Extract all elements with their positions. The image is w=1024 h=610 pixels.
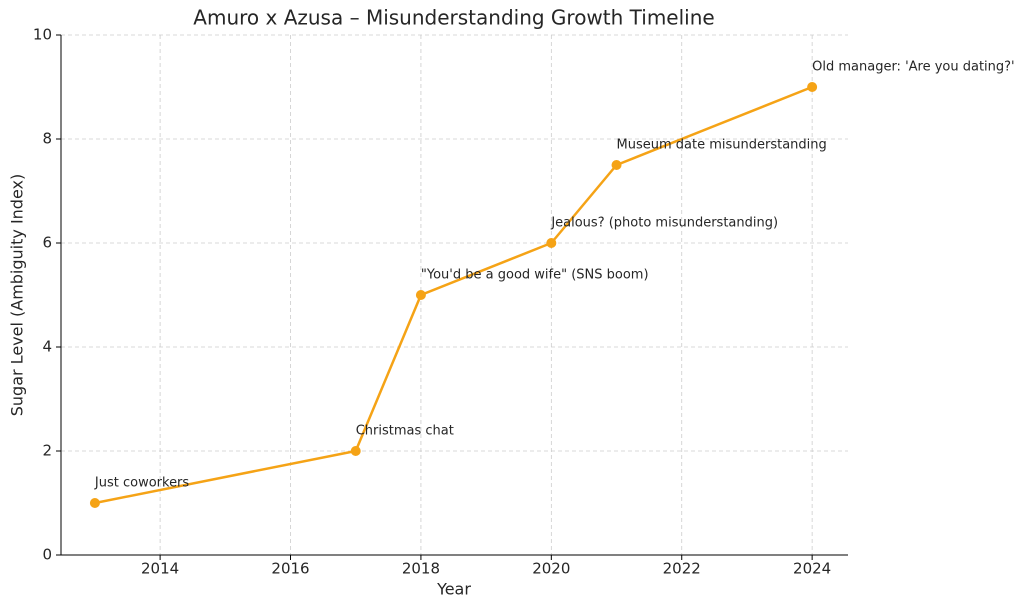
- x-tick-label: 2022: [663, 560, 701, 578]
- x-tick-label: 2024: [793, 560, 831, 578]
- data-point: [89, 498, 100, 508]
- grid: [61, 34, 848, 556]
- series-line: [94, 85, 813, 505]
- annotation: "You'd be a good wife" (SNS boom): [421, 268, 649, 283]
- chart-title: Amuro x Azusa – Misunderstanding Growth …: [193, 6, 714, 30]
- data-point: [611, 160, 622, 170]
- data-point: [350, 446, 361, 456]
- annotation: Just coworkers: [94, 476, 190, 491]
- y-tick-label: 8: [42, 130, 52, 148]
- y-tick-label: 4: [42, 338, 52, 356]
- annotation: Museum date misunderstanding: [617, 138, 827, 153]
- x-tick-label: 2014: [141, 560, 179, 578]
- y-tick-label: 6: [42, 234, 52, 252]
- y-tick-label: 10: [33, 26, 52, 44]
- y-tick-label: 2: [42, 442, 52, 460]
- data-point: [415, 290, 426, 300]
- annotation: Jealous? (photo misunderstanding): [550, 216, 778, 231]
- annotation: Old manager: 'Are you dating?': [812, 60, 1015, 75]
- x-tick-label: 2018: [402, 560, 440, 578]
- x-tick-label: 2020: [532, 560, 570, 578]
- data-point: [546, 238, 557, 248]
- x-tick-label: 2016: [271, 560, 309, 578]
- annotation: Christmas chat: [356, 424, 454, 439]
- data-point: [807, 82, 818, 92]
- y-axis-label: Sugar Level (Ambiguity Index): [8, 174, 27, 416]
- x-axis-label: Year: [436, 580, 471, 599]
- y-tick-label: 0: [42, 546, 52, 564]
